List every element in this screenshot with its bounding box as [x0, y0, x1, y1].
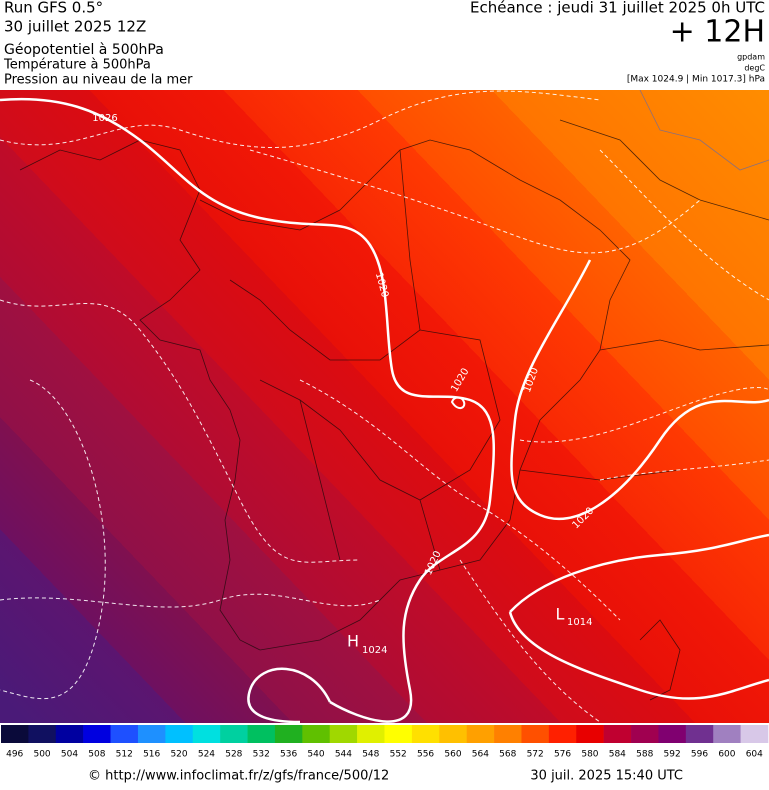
- isotherms: [0, 90, 769, 723]
- colorbar-tick-label: 588: [636, 750, 653, 760]
- colorbar-swatch: [658, 725, 687, 743]
- colorbar-swatch: [713, 725, 741, 743]
- generated-time: 30 juil. 2025 15:40 UTC: [530, 769, 683, 784]
- colorbar-swatch: [137, 725, 166, 743]
- colorbar-tick-label: 536: [280, 750, 297, 760]
- colorbar-swatch: [28, 725, 57, 743]
- run-date: 30 juillet 2025 12Z: [4, 18, 146, 36]
- map-background: [0, 90, 769, 723]
- low-pressure: 1014: [567, 617, 592, 628]
- colorbar-swatch: [329, 725, 358, 743]
- colorbar: 496 500 504 508 512 516 520 524 528 532 536 540 544 5…: [1, 725, 769, 760]
- valid-time: Echéance : jeudi 31 juillet 2025 0h UTC: [470, 0, 765, 17]
- unit-2: degC: [744, 64, 765, 73]
- colorbar-swatch: [220, 725, 248, 743]
- colorbar-tick-label: 556: [417, 750, 434, 760]
- colorbar-tick-label: 532: [253, 750, 270, 760]
- colorbar-tick-label: 568: [499, 750, 516, 760]
- colorbar-swatch: [411, 725, 440, 743]
- source-url: © http://www.infoclimat.fr/z/gfs/france/…: [88, 769, 389, 784]
- colorbar-swatch: [247, 725, 276, 743]
- colorbar-tick-label: 552: [390, 750, 407, 760]
- high-pressure: 1024: [362, 645, 387, 656]
- lead-time: + 12H: [670, 15, 765, 50]
- colorbar-tick-label: 520: [170, 750, 187, 760]
- colorbar-tick-label: 516: [143, 750, 160, 760]
- colorbar-swatch: [1, 725, 29, 743]
- colorbar-tick-label: 528: [225, 750, 242, 760]
- map: 1026 1020 1020 1020 1020 1020 H 1024 L 1…: [0, 90, 769, 723]
- colorbar-swatch: [603, 725, 632, 743]
- isobars: [0, 97, 769, 723]
- colorbar-swatch: [302, 725, 331, 743]
- colorbar-swatch: [274, 725, 303, 743]
- field-1: Géopotentiel à 500hPa: [4, 42, 164, 58]
- field-2: Température à 500hPa: [3, 58, 151, 73]
- colorbar-tick-label: 496: [6, 750, 23, 760]
- colorbar-swatch: [685, 725, 714, 743]
- colorbar-swatch: [521, 725, 550, 743]
- high-marker: H: [347, 632, 359, 651]
- colorbar-tick-label: 572: [527, 750, 544, 760]
- colorbar-swatch: [384, 725, 413, 743]
- isobar-label: 1026: [92, 113, 117, 124]
- colorbar-swatch: [494, 725, 522, 743]
- colorbar-swatch: [576, 725, 604, 743]
- colorbar-tick-label: 544: [335, 750, 352, 760]
- pressure-range: [Max 1024.9 | Min 1017.3] hPa: [627, 75, 765, 85]
- colorbar-swatch: [740, 725, 769, 743]
- colorbar-tick-label: 564: [472, 750, 489, 760]
- colorbar-tick-label: 508: [88, 750, 105, 760]
- colorbar-swatch: [548, 725, 577, 743]
- colorbar-tick-label: 512: [116, 750, 133, 760]
- colorbar-tick-label: 504: [61, 750, 78, 760]
- colorbar-tick-label: 580: [581, 750, 598, 760]
- colorbar-swatch: [165, 725, 194, 743]
- colorbar-swatch: [55, 725, 84, 743]
- colorbar-tick-label: 604: [746, 750, 763, 760]
- colorbar-tick-label: 600: [718, 750, 735, 760]
- colorbar-swatch: [110, 725, 139, 743]
- colorbar-swatch: [192, 725, 221, 743]
- colorbar-tick-label: 540: [307, 750, 324, 760]
- colorbar-swatch: [466, 725, 495, 743]
- colorbar-swatch: [439, 725, 467, 743]
- low-marker: L: [556, 605, 565, 624]
- colorbar-tick-label: 576: [554, 750, 571, 760]
- colorbar-tick-label: 584: [609, 750, 626, 760]
- unit-1: gpdam: [737, 53, 765, 62]
- colorbar-tick-label: 524: [198, 750, 215, 760]
- colorbar-tick-label: 596: [691, 750, 708, 760]
- colorbar-swatch: [631, 725, 659, 743]
- colorbar-tick-label: 560: [444, 750, 461, 760]
- run: Run GFS 0.5°: [4, 0, 103, 17]
- colorbar-tick-label: 592: [664, 750, 681, 760]
- colorbar-tick-label: 548: [362, 750, 379, 760]
- field-3: Pression au niveau de la mer: [4, 73, 193, 88]
- colorbar-tick-label: 500: [33, 750, 50, 760]
- colorbar-swatch: [357, 725, 385, 743]
- colorbar-swatch: [83, 725, 111, 743]
